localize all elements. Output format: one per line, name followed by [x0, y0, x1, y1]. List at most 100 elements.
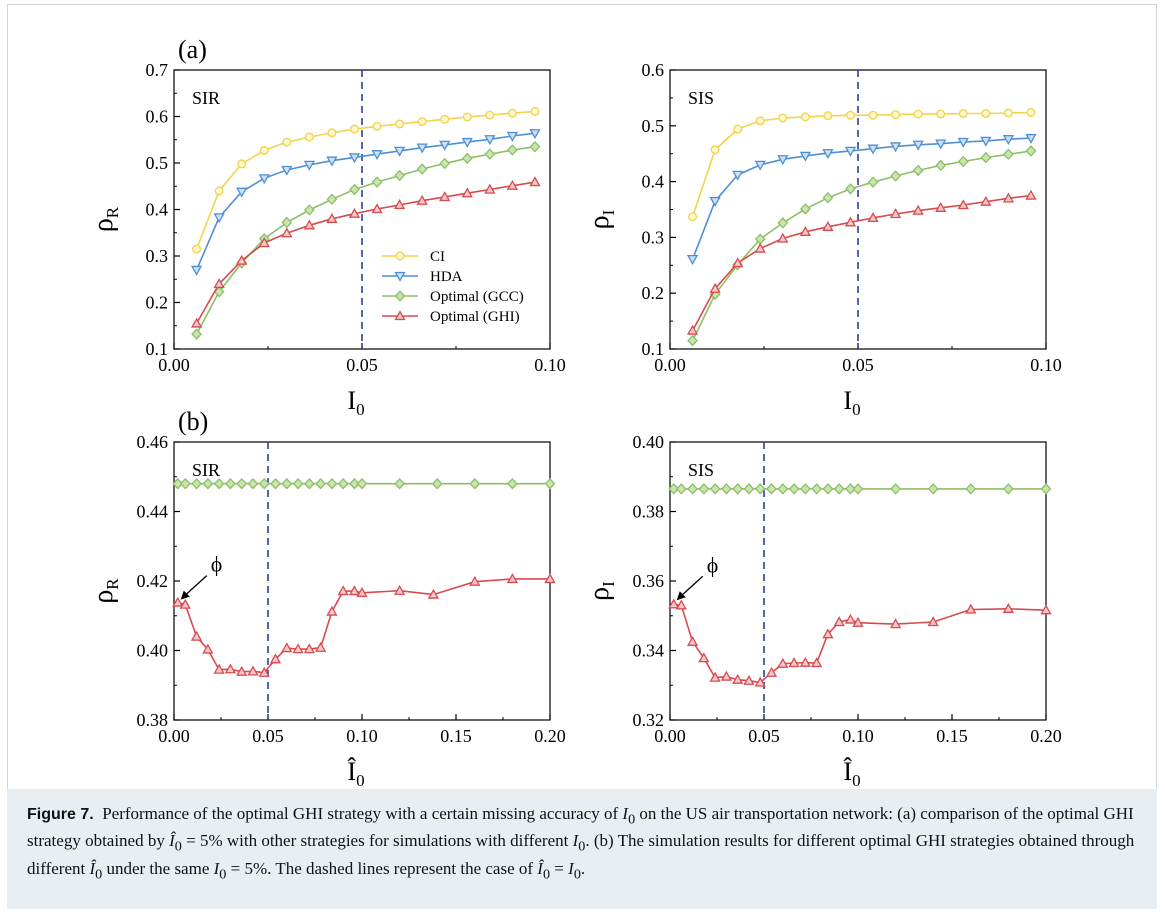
data-point	[469, 575, 481, 586]
model-label: SIS	[688, 88, 714, 108]
data-point	[269, 653, 282, 664]
caption-text-8: .	[580, 858, 586, 878]
x-tick-label: 0.10	[1030, 355, 1062, 375]
data-point	[777, 483, 789, 495]
series-GHI	[686, 189, 1037, 335]
y-tick-label: 0.42	[137, 571, 169, 591]
x-axis-label: Î0	[347, 757, 364, 789]
data-point	[303, 219, 315, 230]
series-GHI	[172, 573, 556, 677]
data-point	[721, 483, 732, 495]
series-GHI	[190, 176, 541, 328]
data-point	[348, 207, 361, 218]
caption-text-2: on the US air transportation network: (a…	[27, 804, 1134, 851]
data-point	[214, 186, 224, 196]
data-point	[754, 160, 766, 171]
data-point	[754, 242, 766, 253]
data-point	[799, 151, 811, 162]
legend-entry: HDA	[430, 269, 463, 285]
x-tick-label: 0.00	[654, 355, 686, 375]
data-point	[754, 676, 766, 687]
data-point	[179, 477, 191, 490]
data-point	[529, 140, 541, 153]
x-tick-label: 0.10	[534, 355, 566, 375]
data-point	[326, 193, 338, 206]
data-point	[326, 605, 338, 616]
data-point	[507, 144, 518, 156]
y-tick-label: 0.6	[642, 60, 665, 80]
data-point	[889, 208, 902, 219]
data-point	[981, 109, 991, 119]
data-point	[698, 483, 710, 495]
data-point	[777, 155, 789, 166]
data-point	[303, 160, 315, 171]
data-point	[236, 665, 248, 676]
data-point	[1040, 483, 1052, 495]
data-point	[506, 573, 519, 584]
data-point	[247, 477, 259, 490]
data-point	[732, 673, 744, 684]
data-point	[431, 477, 443, 490]
data-point	[213, 213, 225, 224]
data-point	[237, 159, 247, 169]
data-point	[777, 217, 789, 229]
data-point	[281, 642, 293, 653]
y-tick-label: 0.3	[642, 227, 665, 247]
data-point	[303, 204, 315, 216]
x-axis-label-sub: 0	[852, 771, 861, 789]
data-point	[833, 616, 845, 627]
y-tick-label: 0.2	[146, 293, 169, 313]
data-point	[890, 483, 901, 495]
data-point	[668, 483, 680, 495]
data-point	[927, 616, 939, 627]
data-point	[799, 656, 811, 667]
data-point	[506, 131, 519, 142]
y-tick-label: 0.4	[642, 172, 665, 192]
data-point	[371, 176, 383, 188]
x-tick-label: 0.20	[534, 726, 566, 746]
series-HDA	[686, 133, 1037, 265]
data-point	[686, 255, 699, 265]
x-tick-label: 0.05	[842, 355, 874, 375]
y-axis-label-sub: R	[103, 578, 122, 590]
data-point	[912, 164, 924, 177]
data-point	[327, 128, 337, 138]
y-tick-label: 0.1	[146, 339, 169, 359]
data-point	[890, 170, 901, 182]
data-point	[1003, 148, 1014, 161]
x-tick-label: 0.20	[1030, 726, 1062, 746]
data-point	[258, 237, 270, 248]
data-point	[755, 116, 765, 126]
data-point	[811, 483, 823, 495]
data-point	[1025, 133, 1037, 144]
data-point	[980, 195, 992, 206]
data-point	[822, 220, 834, 231]
data-point	[720, 670, 733, 681]
x-tick-label: 0.15	[936, 726, 968, 746]
data-point	[935, 159, 947, 172]
data-point	[936, 109, 946, 119]
y-tick-label: 0.40	[137, 641, 169, 661]
data-point	[957, 199, 969, 210]
series-line	[691, 150, 1032, 341]
y-tick-label: 0.5	[642, 116, 665, 136]
y-tick-label: 0.34	[633, 641, 665, 661]
y-axis-label: ρI	[584, 209, 618, 229]
data-point	[530, 106, 540, 116]
y-tick-label: 0.38	[633, 502, 665, 522]
data-point	[1002, 602, 1015, 613]
data-point	[1003, 108, 1013, 118]
data-point	[743, 674, 755, 685]
data-point	[811, 657, 823, 668]
data-point	[315, 641, 327, 652]
legend-marker	[394, 271, 406, 282]
data-point	[461, 137, 473, 148]
y-tick-label: 0.44	[137, 502, 169, 522]
data-point	[281, 216, 293, 229]
data-point	[867, 144, 879, 155]
x-tick-label: 0.05	[748, 726, 780, 746]
data-point	[326, 477, 338, 490]
y-axis-label: ρR	[88, 578, 122, 604]
data-point	[799, 203, 811, 215]
